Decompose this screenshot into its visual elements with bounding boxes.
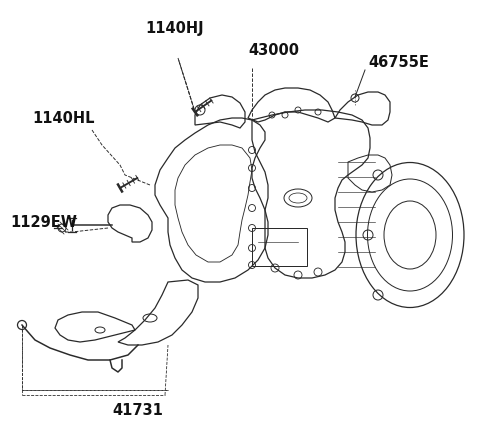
- Text: 1140HL: 1140HL: [32, 110, 95, 125]
- Text: 1140HJ: 1140HJ: [145, 20, 204, 36]
- Text: 46755E: 46755E: [368, 54, 429, 69]
- Text: 41731: 41731: [112, 402, 163, 417]
- Bar: [252, 228, 307, 266]
- Text: 1129EW: 1129EW: [10, 214, 77, 230]
- Text: 43000: 43000: [248, 43, 299, 57]
